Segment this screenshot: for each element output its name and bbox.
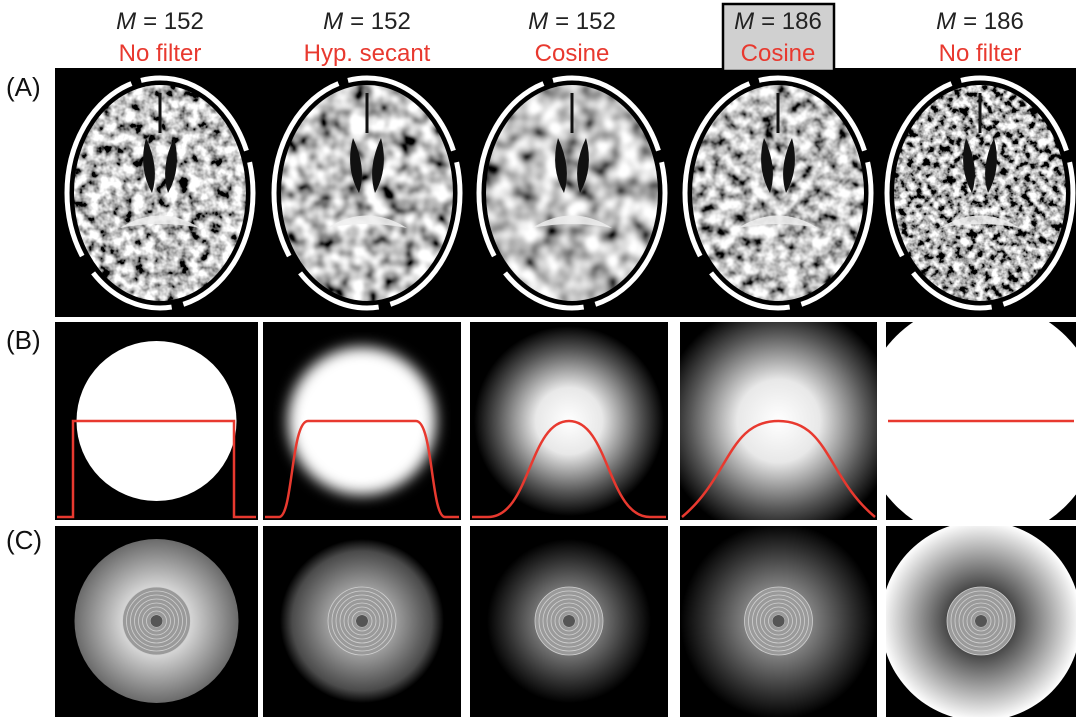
- kspace-panel: [470, 526, 668, 717]
- filter-name: Cosine: [535, 40, 610, 67]
- column-header: M = 152: [323, 8, 411, 35]
- panel-content: [487, 539, 651, 703]
- kspace-center: [151, 615, 163, 627]
- panel-content: [881, 521, 1076, 717]
- column-header: M = 186: [734, 8, 822, 35]
- filter-name: Cosine: [741, 40, 816, 67]
- filter-panel: [470, 322, 668, 520]
- brain-image: [479, 78, 665, 308]
- column-header: M = 186: [936, 8, 1024, 35]
- rest: = 152: [350, 8, 411, 35]
- column-header: M = 152: [116, 8, 204, 35]
- filter-panel: [861, 301, 1076, 541]
- panel-content: [661, 303, 897, 539]
- brain-image: [67, 78, 253, 308]
- filter-name: No filter: [939, 40, 1022, 67]
- panel-content: [681, 523, 877, 717]
- brain-image: [685, 78, 871, 308]
- row-label: (C): [6, 525, 42, 555]
- rest: = 152: [143, 8, 204, 35]
- panel-content: [280, 539, 444, 703]
- symbol: M: [323, 8, 343, 35]
- panel-content: [75, 539, 239, 703]
- rest: = 186: [963, 8, 1024, 35]
- row-label: (B): [6, 325, 41, 355]
- row-label: (A): [6, 72, 41, 102]
- column-header: M = 152: [528, 8, 616, 35]
- symbol: M: [936, 8, 956, 35]
- symbol: M: [116, 8, 136, 35]
- filter-name: No filter: [119, 40, 202, 67]
- rest: = 152: [555, 8, 616, 35]
- filter-name: Hyp. secant: [304, 40, 431, 67]
- rest: = 186: [761, 8, 822, 35]
- figure: M = 152 No filter M = 152 Hyp. secant M = 152 Co…: [0, 0, 1076, 717]
- kspace-center: [773, 615, 785, 627]
- filter-panel: [661, 303, 897, 539]
- kspace-panel: [680, 523, 877, 717]
- kspace-panel: [55, 526, 258, 717]
- brain-image: [887, 78, 1073, 308]
- brain-image: [274, 78, 460, 308]
- kspace-center: [356, 615, 368, 627]
- symbol: M: [528, 8, 548, 35]
- kspace-center: [563, 615, 575, 627]
- symbol: M: [734, 8, 754, 35]
- kspace-panel: [263, 526, 461, 717]
- filter-panel: [55, 322, 258, 520]
- filter-panel: [263, 322, 461, 520]
- kspace-panel: [881, 521, 1076, 717]
- kspace-center: [975, 615, 987, 627]
